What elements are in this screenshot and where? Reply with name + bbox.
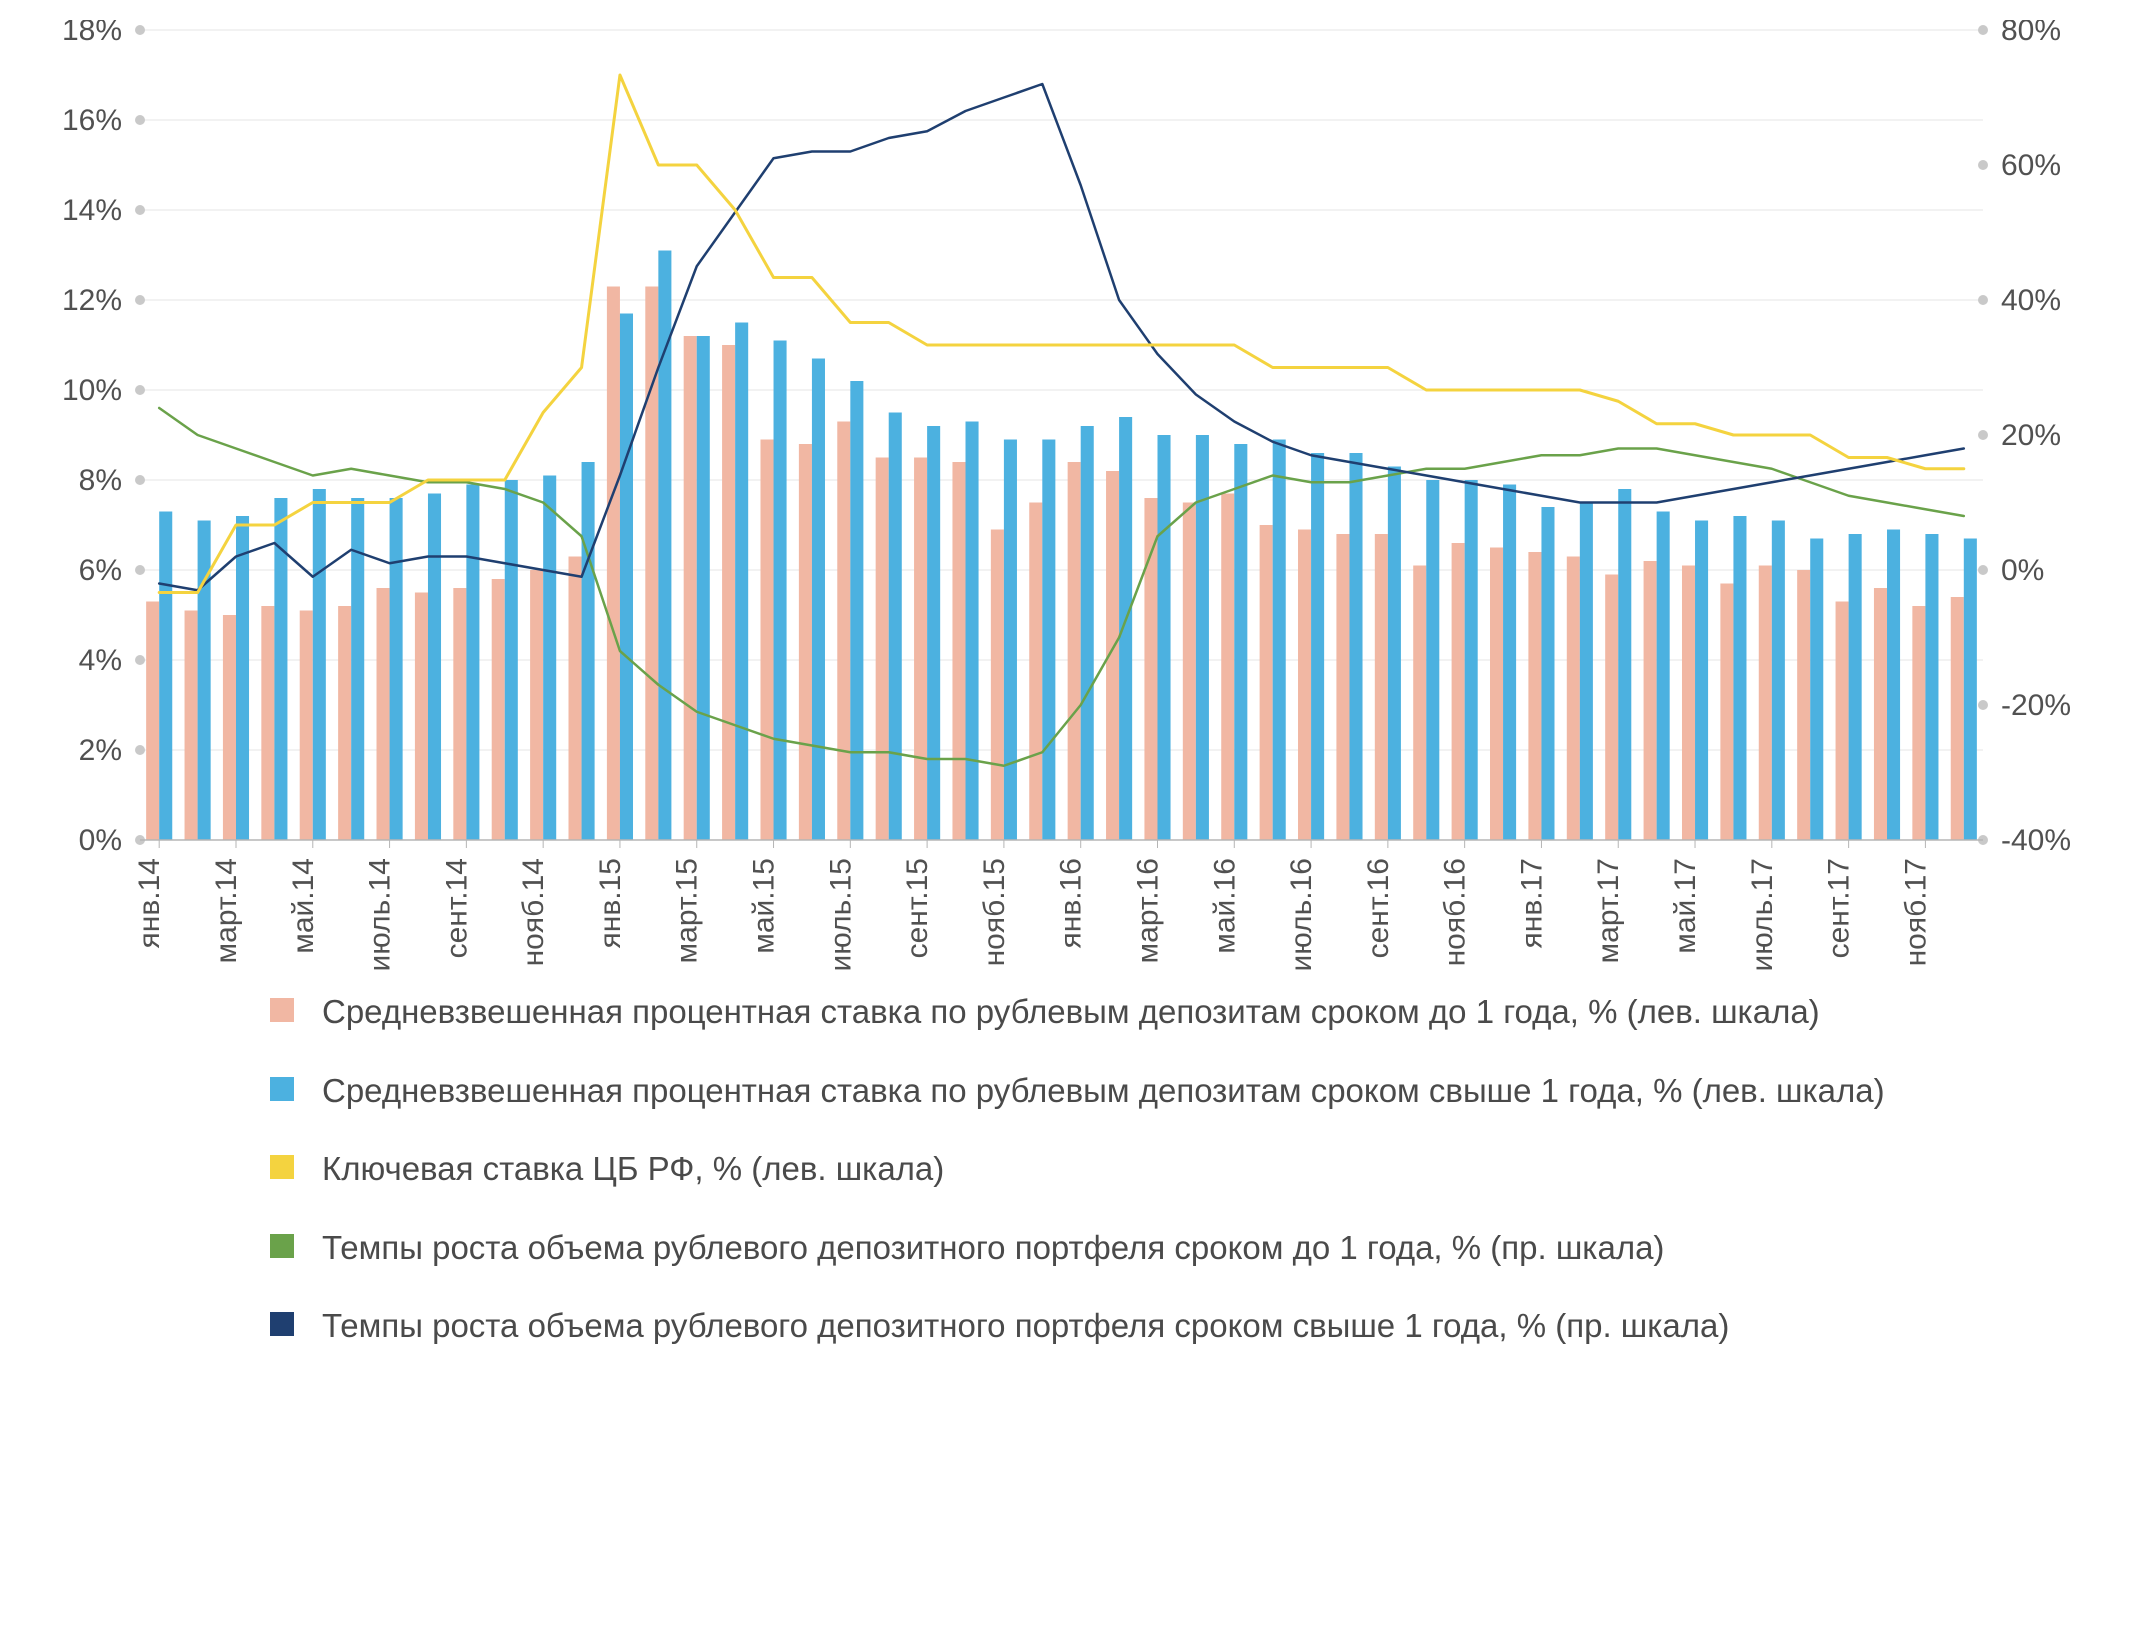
svg-text:12%: 12% [62, 284, 122, 317]
svg-text:янв.15: янв.15 [594, 858, 627, 948]
svg-text:май.17: май.17 [1669, 858, 1702, 954]
svg-text:май.15: май.15 [748, 858, 781, 954]
legend-item-yellow: Ключевая ставка ЦБ РФ, % (лев. шкала) [270, 1147, 1970, 1192]
chart-plot: 0% 2% 4% 6% 8% 10% 12% 14% 16% 18% -40% -20% 0% 20% 40… [40, 20, 2093, 920]
legend-swatch-navy [270, 1312, 294, 1336]
legend-label-green: Темпы роста объема рублевого депозитного… [322, 1226, 1664, 1271]
svg-text:40%: 40% [2001, 284, 2061, 317]
svg-text:март.14: март.14 [210, 858, 243, 963]
svg-text:0%: 0% [79, 824, 122, 857]
svg-text:16%: 16% [62, 104, 122, 137]
chart-svg: 0% 2% 4% 6% 8% 10% 12% 14% 16% 18% -40% -20% 0% 20% 40… [40, 20, 2093, 1040]
legend-label-blue: Средневзвешенная процентная ставка по ру… [322, 1069, 1885, 1114]
svg-text:июль.16: июль.16 [1285, 858, 1318, 971]
svg-text:8%: 8% [79, 464, 122, 497]
svg-text:20%: 20% [2001, 419, 2061, 452]
svg-text:10%: 10% [62, 374, 122, 407]
legend-swatch-blue [270, 1077, 294, 1101]
legend-swatch-yellow [270, 1155, 294, 1179]
svg-text:нояб.17: нояб.17 [1899, 858, 1932, 966]
svg-text:18%: 18% [62, 20, 122, 47]
legend-item-blue: Средневзвешенная процентная ставка по ру… [270, 1069, 1970, 1114]
svg-text:май.16: май.16 [1208, 858, 1241, 954]
svg-text:0%: 0% [2001, 554, 2044, 587]
svg-text:-40%: -40% [2001, 824, 2071, 857]
svg-text:сент.14: сент.14 [440, 858, 473, 958]
legend-label-navy: Темпы роста объема рублевого депозитного… [322, 1304, 1729, 1349]
svg-text:март.17: март.17 [1592, 858, 1625, 963]
svg-text:сент.16: сент.16 [1362, 858, 1395, 958]
svg-text:нояб.14: нояб.14 [517, 858, 550, 966]
svg-text:июль.14: июль.14 [364, 858, 397, 971]
svg-text:14%: 14% [62, 194, 122, 227]
svg-text:март.16: март.16 [1131, 858, 1164, 963]
svg-text:80%: 80% [2001, 20, 2061, 47]
legend-label-yellow: Ключевая ставка ЦБ РФ, % (лев. шкала) [322, 1147, 944, 1192]
svg-text:сент.17: сент.17 [1823, 858, 1856, 958]
svg-text:6%: 6% [79, 554, 122, 587]
svg-text:янв.16: янв.16 [1055, 858, 1088, 948]
svg-text:2%: 2% [79, 734, 122, 767]
legend-item-green: Темпы роста объема рублевого депозитного… [270, 1226, 1970, 1271]
svg-text:янв.14: янв.14 [133, 858, 166, 948]
svg-text:май.14: май.14 [287, 858, 320, 954]
svg-text:июль.17: июль.17 [1746, 858, 1779, 971]
svg-text:март.15: март.15 [671, 858, 704, 963]
svg-text:июль.15: июль.15 [824, 858, 857, 971]
svg-text:сент.15: сент.15 [901, 858, 934, 958]
svg-text:янв.17: янв.17 [1515, 858, 1548, 948]
svg-text:-20%: -20% [2001, 689, 2071, 722]
legend-item-navy: Темпы роста объема рублевого депозитного… [270, 1304, 1970, 1349]
legend-swatch-green [270, 1234, 294, 1258]
legend: Средневзвешенная процентная ставка по ру… [270, 990, 1970, 1349]
svg-text:нояб.16: нояб.16 [1439, 858, 1472, 966]
chart-container: 0% 2% 4% 6% 8% 10% 12% 14% 16% 18% -40% -20% 0% 20% 40… [0, 0, 2133, 1635]
svg-text:нояб.15: нояб.15 [978, 858, 1011, 966]
svg-text:60%: 60% [2001, 149, 2061, 182]
svg-text:4%: 4% [79, 644, 122, 677]
